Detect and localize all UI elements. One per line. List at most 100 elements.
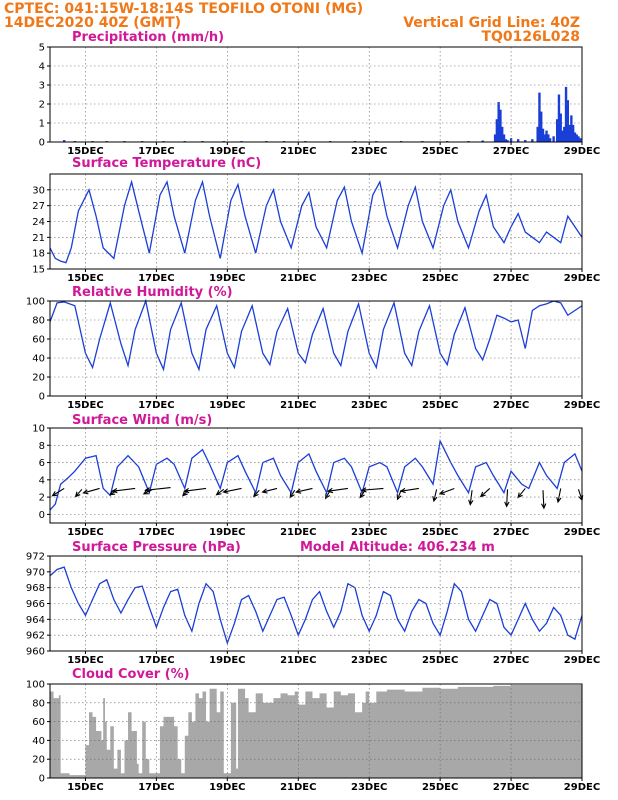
y-tick-label: 4 — [39, 62, 45, 73]
x-tick-label: 17DEC — [138, 527, 174, 538]
x-tick-label: 25DEC — [422, 655, 458, 666]
x-tick-label: 25DEC — [422, 400, 458, 411]
y-tick-label: 962 — [26, 631, 45, 642]
x-tick-label: 29DEC — [564, 527, 600, 538]
humidity-panel: Relative Humidity (%) 0 20 40 60 80 100 15DEC 1… — [26, 285, 600, 411]
x-tick-label: 29DEC — [564, 146, 600, 157]
y-tick-label: 21 — [32, 233, 45, 244]
x-tick-label: 21DEC — [280, 782, 316, 793]
wind-vector-arrow — [82, 487, 100, 495]
cloud-cover-title: Cloud Cover (%) — [72, 667, 190, 682]
y-tick-label: 966 — [26, 599, 45, 610]
precipitation-bar — [575, 134, 578, 142]
humidity-title: Relative Humidity (%) — [72, 285, 233, 300]
precipitation-panel: Precipitation (mm/h) 0 1 2 3 4 5 15DEC 17DEC 19D… — [39, 30, 601, 157]
cloud-cover-panel: Cloud Cover (%) 0 20 40 60 80 100 15DEC 17DEC 19… — [26, 667, 600, 793]
y-tick-label: 970 — [26, 567, 45, 578]
pressure-series-line — [49, 566, 583, 646]
wind-vector-arrow — [261, 487, 278, 494]
x-tick-label: 25DEC — [422, 527, 458, 538]
x-tick-label: 17DEC — [138, 146, 174, 157]
y-tick-label: 4 — [39, 475, 45, 486]
rh-frame — [49, 300, 583, 397]
wind-vector-arrow — [541, 490, 547, 510]
precipitation-bar — [564, 86, 568, 142]
wind-vector-arrow — [295, 487, 313, 494]
x-tick-label: 29DEC — [564, 400, 600, 411]
x-tick-label: 15DEC — [67, 146, 103, 157]
x-tick-label: 17DEC — [138, 400, 174, 411]
x-tick-label: 19DEC — [209, 400, 245, 411]
precipitation-bar — [524, 140, 527, 142]
y-tick-label: 972 — [26, 552, 45, 563]
y-tick-label: 30 — [32, 185, 45, 196]
precipitation-bar — [545, 130, 548, 142]
precipitation-bar — [538, 92, 541, 142]
y-tick-label: 20 — [32, 755, 45, 766]
precipitation-bar — [570, 115, 573, 142]
header-model-code: TQ0126L028 — [481, 29, 580, 45]
wind-title: Surface Wind (m/s) — [72, 413, 212, 428]
precipitation-bar — [563, 126, 566, 142]
x-tick-label: 17DEC — [138, 655, 174, 666]
precipitation-bar — [504, 139, 507, 142]
x-tick-label: 25DEC — [422, 273, 458, 284]
wind-vector-arrow — [399, 487, 419, 494]
y-tick-label: 8 — [39, 441, 45, 452]
wind-vector-arrow — [504, 489, 510, 508]
y-tick-label: 3 — [39, 81, 45, 92]
y-tick-label: 60 — [32, 717, 45, 728]
precipitation-bar — [501, 126, 504, 142]
wind-vector-arrow — [183, 487, 207, 494]
temperature-title: Surface Temperature (nC) — [72, 156, 261, 171]
y-tick-label: 100 — [26, 680, 45, 691]
y-tick-label: 100 — [26, 297, 45, 308]
x-tick-label: 19DEC — [209, 782, 245, 793]
precipitation-bar — [493, 134, 497, 142]
x-tick-label: 25DEC — [422, 146, 458, 157]
precipitation-bar — [541, 128, 545, 142]
wind-vector-arrow — [479, 488, 491, 498]
x-tick-label: 15DEC — [67, 400, 103, 411]
wind-vector-arrow — [396, 489, 402, 501]
wind-vector-arrow — [517, 488, 526, 499]
precipitation-bar — [561, 130, 564, 142]
wind-vector-arrow — [432, 489, 438, 503]
precipitation-bar — [548, 138, 552, 142]
pressure-panel: Surface Pressure (hPa) Model Altitude: 4… — [26, 540, 600, 666]
y-tick-label: 0 — [39, 510, 45, 521]
x-tick-label: 15DEC — [67, 527, 103, 538]
y-tick-label: 24 — [32, 217, 45, 228]
y-tick-label: 18 — [32, 249, 45, 260]
x-tick-label: 27DEC — [493, 782, 529, 793]
y-tick-label: 80 — [32, 698, 45, 709]
cloud-cover-area — [50, 684, 582, 778]
y-tick-label: 20 — [32, 373, 45, 384]
precipitation-bar — [536, 126, 539, 142]
wind-panel: Surface Wind (m/s) 0 2 4 6 8 10 15DEC 17DEC 19DE… — [32, 413, 600, 538]
x-tick-label: 23DEC — [351, 273, 387, 284]
y-tick-label: 0 — [39, 774, 45, 785]
wind-vector-arrow — [111, 487, 136, 494]
header-location: CPTEC: 041:15W-18:14S TEOFILO OTONI (MG) — [4, 1, 363, 17]
x-tick-label: 29DEC — [564, 273, 600, 284]
precipitation-bar — [499, 109, 502, 142]
wind-vector-arrow — [222, 487, 242, 494]
x-tick-label: 19DEC — [209, 146, 245, 157]
y-tick-label: 40 — [32, 736, 45, 747]
wind-vector-arrow — [556, 488, 562, 504]
y-tick-label: 80 — [32, 316, 45, 327]
precipitation-bar — [559, 113, 562, 142]
y-tick-label: 40 — [32, 354, 45, 365]
x-tick-label: 21DEC — [280, 146, 316, 157]
x-tick-label: 23DEC — [351, 400, 387, 411]
precipitation-bar — [568, 124, 571, 142]
x-tick-label: 21DEC — [280, 655, 316, 666]
x-tick-label: 23DEC — [351, 655, 387, 666]
precipitation-bar — [540, 111, 543, 142]
x-tick-label: 27DEC — [493, 146, 529, 157]
precipitation-title: Precipitation (mm/h) — [72, 30, 224, 45]
x-tick-label: 27DEC — [493, 655, 529, 666]
precipitation-bar — [566, 100, 570, 142]
